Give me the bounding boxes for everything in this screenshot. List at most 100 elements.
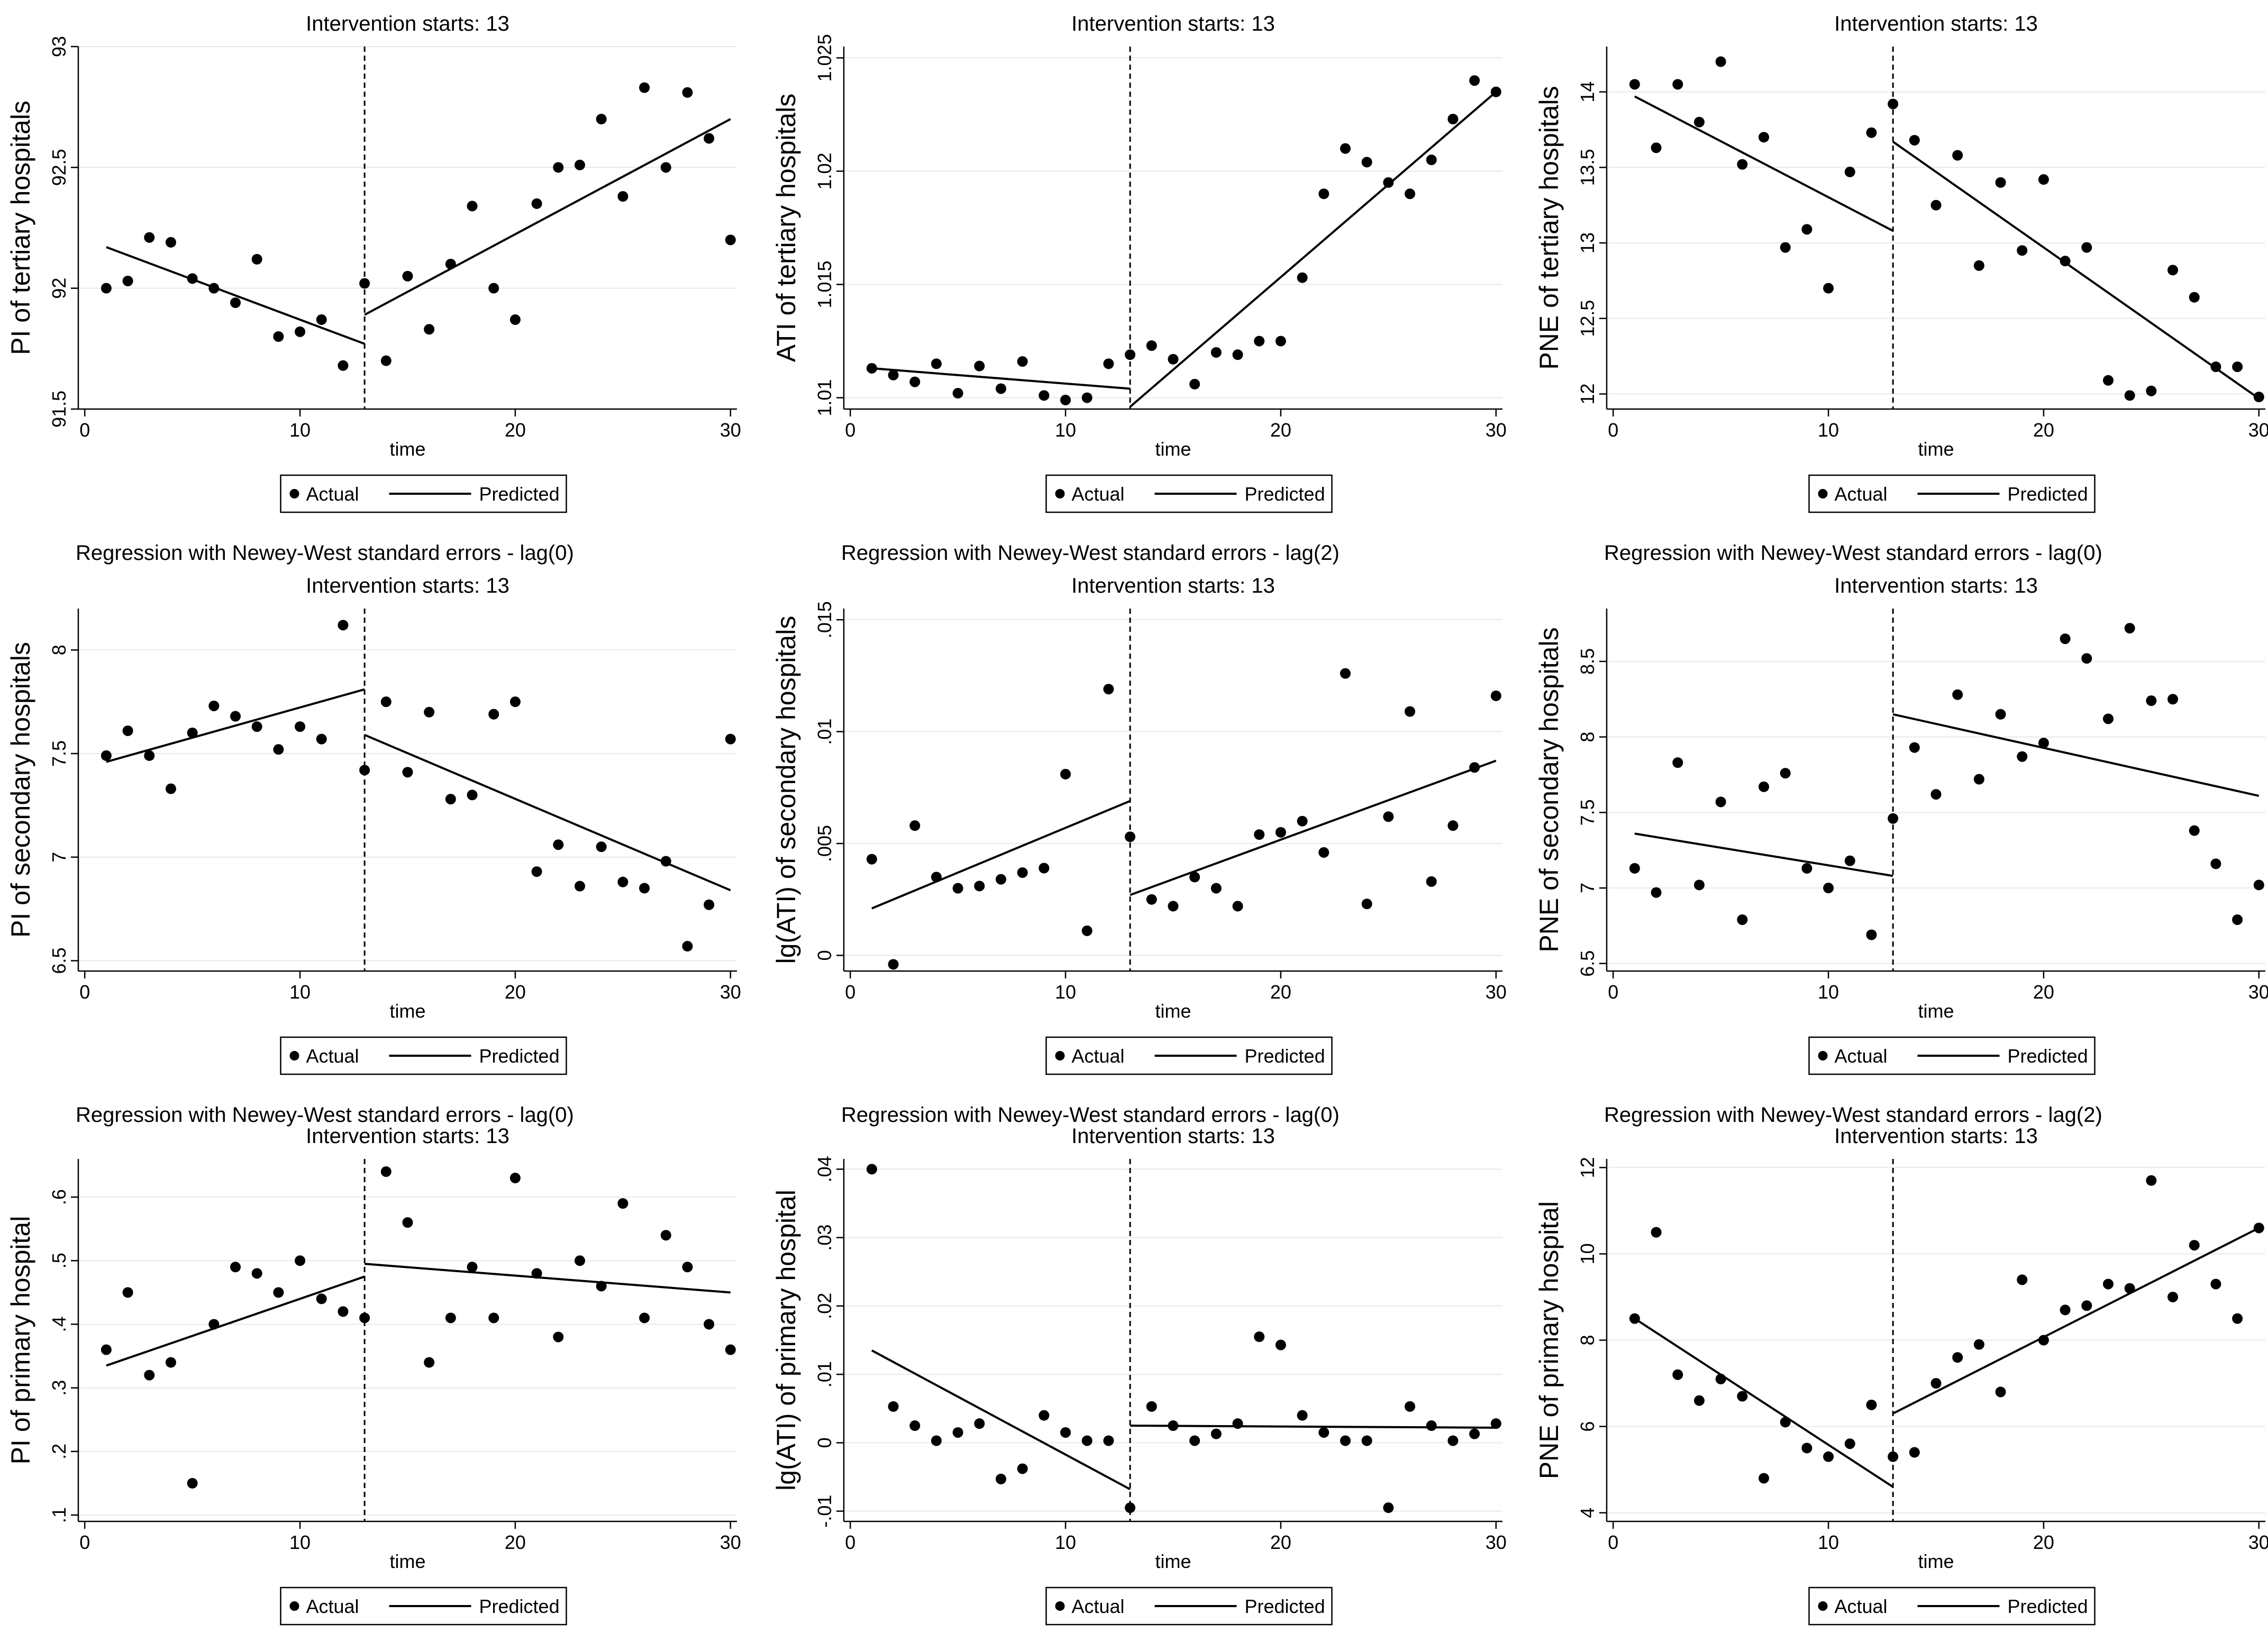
actual-point (1340, 143, 1351, 154)
y-tick-label: 92 (48, 278, 70, 299)
actual-point (2167, 694, 2179, 705)
actual-point (1254, 336, 1265, 347)
actual-point (2017, 245, 2028, 256)
actual-point (1103, 1435, 1114, 1446)
actual-point (704, 1319, 715, 1330)
x-tick-label: 30 (1486, 1531, 1507, 1553)
actual-point (704, 899, 715, 910)
actual-point (122, 725, 133, 736)
legend-predicted-label: Predicted (479, 1595, 560, 1617)
y-tick-label: .01 (814, 719, 835, 745)
actual-point (553, 839, 564, 850)
actual-point (424, 324, 435, 335)
y-axis-label: PI of tertiary hospitals (6, 101, 35, 355)
actual-point (1952, 1352, 1963, 1363)
actual-point (1801, 224, 1812, 235)
actual-point (1801, 1443, 1812, 1454)
x-tick-label: 10 (289, 981, 311, 1003)
legend-actual-label: Actual (1072, 483, 1125, 505)
predicted-line (1130, 759, 1497, 896)
actual-point (445, 794, 456, 805)
predicted-line (871, 367, 1131, 390)
legend-predicted-label: Predicted (479, 1045, 560, 1067)
actual-point (1125, 1502, 1136, 1513)
y-axis-label: PNE of secondary hospitals (1534, 627, 1564, 952)
y-tick-label: 93 (48, 36, 70, 57)
actual-point (1254, 1331, 1265, 1343)
actual-point (338, 620, 349, 631)
actual-point (251, 253, 262, 265)
x-tick-label: 30 (2248, 981, 2268, 1003)
actual-point (2210, 1279, 2221, 1290)
regression-note: Regression with Newey-West standard erro… (1604, 541, 2102, 565)
actual-point (1715, 56, 1726, 67)
actual-point (2060, 256, 2071, 267)
actual-point (1168, 353, 1179, 365)
actual-point (596, 114, 607, 124)
actual-point (682, 941, 693, 952)
actual-point (1318, 847, 1329, 858)
legend-actual-label: Actual (1072, 1045, 1125, 1067)
x-tick-label: 10 (1055, 419, 1076, 441)
actual-point (725, 234, 736, 246)
actual-point (338, 360, 349, 371)
actual-point (1780, 768, 1791, 779)
actual-point (1952, 150, 1963, 161)
actual-point (1651, 142, 1662, 153)
legend-predicted-label: Predicted (1245, 1045, 1325, 1067)
actual-point (295, 1255, 306, 1266)
y-tick-label: 6.5 (48, 947, 70, 974)
x-axis-label: time (1918, 1000, 1954, 1022)
y-axis-label: lg(ATI) of primary hospital (771, 1190, 801, 1491)
actual-point (1361, 157, 1372, 168)
actual-point (402, 1217, 413, 1228)
x-tick-label: 10 (1055, 981, 1076, 1003)
actual-point (1146, 340, 1157, 351)
actual-point (931, 358, 942, 369)
y-tick-label: .6 (48, 1189, 70, 1205)
actual-point (316, 1293, 327, 1304)
panel-title: Intervention starts: 13 (1071, 12, 1275, 35)
actual-point (2081, 1300, 2092, 1311)
actual-point (1383, 1502, 1394, 1513)
y-tick-label: 0 (814, 950, 835, 960)
actual-point (866, 854, 877, 865)
actual-point (1888, 98, 1899, 110)
actual-point (1383, 811, 1394, 822)
actual-point (531, 866, 542, 877)
actual-point (230, 711, 241, 722)
actual-point (2102, 375, 2114, 386)
actual-point (1405, 188, 1416, 200)
actual-point (2124, 390, 2135, 401)
actual-point (996, 1473, 1007, 1484)
actual-point (2017, 751, 2028, 762)
regression-note: Regression with Newey-West standard erro… (1604, 1103, 2102, 1127)
actual-point (725, 1344, 736, 1355)
actual-point (2146, 1175, 2157, 1186)
actual-point (574, 1255, 585, 1266)
actual-point (2210, 361, 2221, 373)
chart-panel-9: Intervention starts: 13 4 6 8 10 12 0 10 20 30 tim… (1534, 1125, 2268, 1626)
actual-point (144, 1370, 155, 1381)
actual-point (2253, 880, 2264, 891)
actual-point (725, 733, 736, 745)
y-tick-label: .3 (48, 1380, 70, 1396)
x-tick-label: 10 (289, 1531, 311, 1553)
y-tick-label: .02 (814, 1293, 835, 1319)
actual-point (1447, 820, 1459, 831)
actual-point (2210, 858, 2221, 869)
y-tick-label: .2 (48, 1444, 70, 1459)
y-tick-label: 7 (1577, 883, 1598, 893)
chart-panel-2: Intervention starts: 13 1.01 1.015 1.02 1.02… (771, 12, 1507, 565)
actual-point (2060, 1304, 2071, 1316)
predicted-line (1892, 1227, 2260, 1415)
actual-point (617, 191, 629, 202)
x-tick-label: 20 (1270, 1531, 1291, 1553)
actual-point (1995, 709, 2006, 720)
panel-title: Intervention starts: 13 (306, 574, 509, 597)
actual-point (1189, 378, 1200, 389)
regression-note: Regression with Newey-West standard erro… (76, 541, 574, 565)
y-tick-label: 7.5 (1577, 799, 1598, 826)
y-tick-label: 12 (1577, 1157, 1598, 1178)
actual-point (931, 872, 942, 883)
